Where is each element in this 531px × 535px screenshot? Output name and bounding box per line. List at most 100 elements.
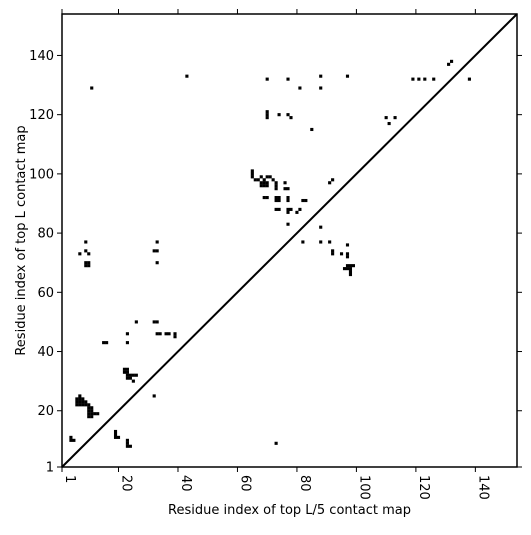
y-tick-label: 140 — [29, 49, 54, 64]
contact-point-lower — [75, 403, 79, 407]
x-tick-label: 80 — [297, 475, 312, 492]
contact-point-lower — [87, 409, 91, 413]
contact-point-upper — [283, 181, 287, 185]
contact-point-lower — [125, 373, 129, 377]
contact-point-lower — [87, 406, 91, 410]
contact-point-upper — [265, 113, 269, 117]
contact-point-upper — [345, 255, 350, 259]
contact-point-upper — [277, 198, 281, 203]
contact-point-lower — [69, 438, 73, 442]
contact-point-lower — [84, 249, 88, 253]
contact-point-upper — [259, 181, 263, 185]
contact-point-upper — [304, 198, 308, 203]
contact-point-lower — [75, 397, 79, 401]
contact-point-upper — [262, 178, 266, 182]
contact-point-lower — [84, 403, 88, 407]
contact-point-upper — [250, 175, 254, 179]
contact-point-upper — [286, 210, 290, 214]
contact-point-lower — [164, 332, 168, 336]
contact-point-upper — [259, 175, 263, 179]
contact-point-upper — [298, 207, 302, 211]
contact-point-upper — [348, 264, 353, 268]
contact-point-lower — [84, 400, 88, 404]
contact-point-lower — [78, 403, 82, 407]
contact-point-upper — [259, 184, 263, 188]
contact-point-upper — [286, 77, 290, 81]
contact-point-upper — [289, 207, 293, 211]
contact-point-upper — [342, 267, 347, 271]
contact-point-upper — [345, 267, 350, 271]
contact-point-upper — [331, 252, 335, 256]
x-tick-label: 100 — [356, 475, 371, 500]
contact-point-upper — [277, 113, 281, 117]
contact-point-lower — [87, 252, 91, 256]
contact-point-lower — [72, 438, 76, 442]
contact-point-upper — [423, 77, 427, 81]
contact-point-lower — [158, 332, 162, 336]
contact-point-upper — [274, 196, 278, 200]
y-tick-label: 80 — [37, 227, 54, 242]
contact-point-lower — [78, 394, 82, 398]
contact-point-upper — [265, 110, 269, 114]
contact-point-lower — [155, 261, 159, 265]
contact-point-upper — [345, 243, 350, 247]
contact-point-lower — [81, 397, 85, 401]
contact-point-upper — [345, 252, 350, 256]
contact-point-lower — [125, 367, 129, 371]
contact-point-upper — [310, 127, 314, 132]
contact-point-upper — [265, 175, 269, 179]
contact-point-lower — [90, 415, 94, 419]
y-tick-label: 1 — [46, 461, 54, 476]
contact-point-upper — [250, 172, 254, 176]
contact-point-upper — [253, 178, 257, 182]
contact-point-lower — [125, 332, 129, 336]
contact-point-lower — [90, 412, 94, 416]
contact-point-upper — [319, 240, 323, 244]
contact-point-upper — [286, 207, 290, 211]
contact-point-upper — [277, 196, 281, 200]
contact-point-lower — [84, 240, 88, 244]
y-tick-label: 120 — [29, 108, 54, 123]
contact-point-upper — [393, 116, 397, 120]
contact-point-upper — [417, 77, 421, 81]
contact-point-upper — [328, 240, 332, 244]
contact-point-lower — [128, 444, 132, 448]
contact-point-upper — [256, 178, 260, 182]
x-tick-label: 20 — [119, 475, 134, 492]
contact-point-upper — [286, 196, 290, 200]
contact-point-upper — [265, 184, 269, 188]
contact-point-upper — [277, 207, 281, 211]
x-tick-label: 60 — [237, 475, 252, 492]
contact-point-lower — [81, 403, 85, 407]
contact-point-upper — [295, 210, 299, 214]
contact-point-upper — [286, 113, 290, 117]
contact-point-upper — [286, 198, 290, 203]
contact-point-lower — [102, 341, 106, 345]
contact-point-upper — [274, 207, 278, 211]
contact-point-lower — [84, 264, 88, 268]
contact-point-upper — [274, 187, 278, 191]
contact-point-upper — [328, 181, 332, 185]
contact-point-lower — [155, 332, 159, 336]
contact-point-upper — [268, 175, 272, 179]
contact-point-upper — [387, 121, 391, 126]
contact-point-upper — [262, 184, 266, 188]
plot-frame — [61, 13, 518, 468]
x-tick-label: 140 — [475, 475, 490, 500]
x-tick-label: 40 — [178, 475, 193, 492]
contact-point-lower — [78, 397, 82, 401]
contact-point-upper — [319, 86, 323, 90]
contact-point-upper — [345, 264, 350, 268]
contact-point-upper — [331, 249, 335, 253]
x-tick-label: 120 — [416, 475, 431, 500]
contact-point-upper — [339, 252, 344, 256]
contact-point-upper — [348, 267, 353, 271]
contact-point-upper — [271, 178, 275, 182]
contact-point-lower — [125, 370, 129, 374]
contact-point-lower — [78, 252, 82, 256]
y-tick-label: 60 — [37, 286, 54, 301]
contact-point-upper — [262, 196, 266, 200]
